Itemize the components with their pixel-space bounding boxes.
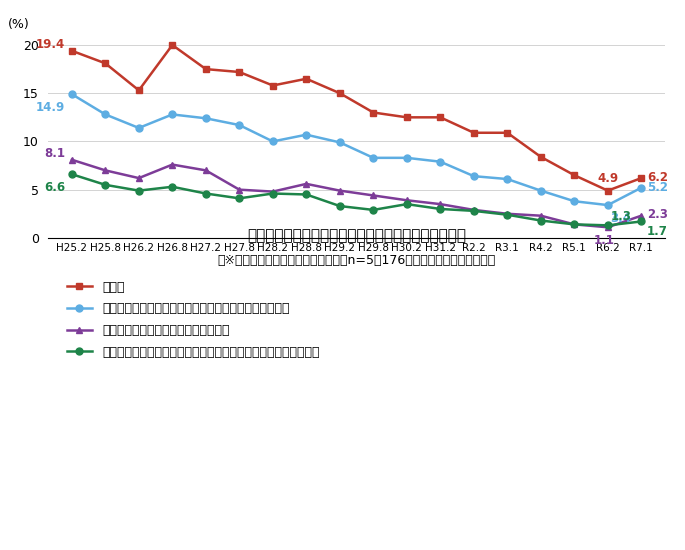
東北全域（青森県、岩手県、宮城県、秋田県、山形県、福島県） — [637, 218, 645, 225]
被災地を中心とした東北　（岩手県、宮城県、福島県） — [269, 138, 277, 145]
Text: 6.2: 6.2 — [647, 171, 668, 184]
福島県 — [135, 87, 143, 94]
Text: 5.2: 5.2 — [647, 180, 668, 194]
Text: 8.1: 8.1 — [44, 147, 65, 160]
被災地を中心とした東北　（岩手県、宮城県、福島県） — [537, 188, 545, 194]
東北全域（青森県、岩手県、宮城県、秋田県、山形県、福島県） — [68, 171, 76, 178]
福島県 — [403, 114, 411, 120]
被災地を中心とした東北　（岩手県、宮城県、福島県） — [201, 115, 210, 122]
被災地を中心とした東北　（岩手県、宮城県、福島県） — [470, 173, 478, 179]
東北全域（青森県、岩手県、宮城県、秋田県、山形県、福島県） — [169, 184, 177, 190]
東北全域（青森県、岩手県、宮城県、秋田県、山形県、福島県） — [336, 203, 344, 210]
福島県 — [235, 69, 243, 75]
福島県 — [201, 66, 210, 73]
Text: 1.3: 1.3 — [610, 210, 632, 223]
北関東　（茨城県、枕木県、群馬県） — [470, 207, 478, 213]
Text: 4.9: 4.9 — [597, 172, 619, 185]
東北全域（青森県、岩手県、宮城県、秋田県、山形県、福島県） — [603, 222, 612, 229]
Line: 被災地を中心とした東北　（岩手県、宮城県、福島県）: 被災地を中心とした東北 （岩手県、宮城県、福島県） — [68, 91, 645, 208]
福島県 — [336, 90, 344, 96]
北関東　（茨城県、枕木県、群馬県） — [101, 167, 110, 174]
北関東　（茨城県、枕木県、群馬県） — [235, 186, 243, 193]
福島県 — [537, 153, 545, 160]
被災地を中心とした東北　（岩手県、宮城県、福島県） — [336, 139, 344, 146]
Text: 2.3: 2.3 — [647, 208, 668, 222]
Line: 北関東　（茨城県、枕木県、群馬県）: 北関東 （茨城県、枕木県、群馬県） — [68, 156, 645, 231]
被災地を中心とした東北　（岩手県、宮城県、福島県） — [637, 184, 645, 191]
東北全域（青森県、岩手県、宮城県、秋田県、山形県、福島県） — [570, 221, 578, 228]
東北全域（青森県、岩手県、宮城県、秋田県、山形県、福島県） — [235, 195, 243, 202]
東北全域（青森県、岩手県、宮城県、秋田県、山形県、福島県） — [269, 190, 277, 197]
北関東　（茨城県、枕木県、群馬県） — [570, 221, 578, 228]
北関東　（茨城県、枕木県、群馬県） — [637, 212, 645, 219]
東北全域（青森県、岩手県、宮城県、秋田県、山形県、福島県） — [436, 206, 445, 212]
東北全域（青森県、岩手県、宮城県、秋田県、山形県、福島県） — [537, 217, 545, 224]
Text: 3.4: 3.4 — [610, 212, 632, 225]
北関東　（茨城県、枕木県、群馬県） — [135, 175, 143, 182]
北関東　（茨城県、枕木県、群馬県） — [503, 211, 512, 217]
東北全域（青森県、岩手県、宮城県、秋田県、山形県、福島県） — [403, 201, 411, 207]
被災地を中心とした東北　（岩手県、宮城県、福島県） — [135, 125, 143, 131]
被災地を中心とした東北　（岩手県、宮城県、福島県） — [235, 122, 243, 128]
Text: 14.9: 14.9 — [36, 101, 65, 114]
東北全域（青森県、岩手県、宮城県、秋田県、山形県、福島県） — [503, 211, 512, 218]
Text: 1.7: 1.7 — [647, 226, 668, 238]
福島県 — [503, 129, 512, 136]
北関東　（茨城県、枕木県、群馬県） — [369, 192, 377, 199]
被災地を中心とした東北　（岩手県、宮城県、福島県） — [101, 111, 110, 118]
被災地を中心とした東北　（岩手県、宮城県、福島県） — [436, 158, 445, 165]
北関東　（茨城県、枕木県、群馬県） — [169, 161, 177, 168]
被災地を中心とした東北　（岩手県、宮城県、福島県） — [302, 131, 310, 138]
北関東　（茨城県、枕木県、群馬県） — [603, 224, 612, 230]
北関東　（茨城県、枕木県、群馬県） — [68, 156, 76, 163]
北関東　（茨城県、枕木県、群馬県） — [403, 197, 411, 204]
Text: 6.6: 6.6 — [44, 181, 65, 194]
東北全域（青森県、岩手県、宮城県、秋田県、山形県、福島県） — [369, 207, 377, 213]
東北全域（青森県、岩手県、宮城県、秋田県、山形県、福島県） — [101, 182, 110, 188]
福島県 — [169, 42, 177, 48]
東北全域（青森県、岩手県、宮城県、秋田県、山形県、福島県） — [135, 188, 143, 194]
福島県 — [269, 82, 277, 89]
福島県 — [369, 109, 377, 116]
北関東　（茨城県、枕木県、群馬県） — [269, 188, 277, 195]
福島県 — [68, 47, 76, 54]
福島県 — [436, 114, 445, 120]
北関東　（茨城県、枕木県、群馬県） — [436, 201, 445, 207]
Text: 19.4: 19.4 — [36, 38, 65, 51]
Text: 図２　放射性物質を理由に購入をためらう食品の産地: 図２ 放射性物質を理由に購入をためらう食品の産地 — [247, 228, 466, 243]
Text: （※グラフ中の値は調査対象者全体（n=5，176人）に対する割合です。）: （※グラフ中の値は調査対象者全体（n=5，176人）に対する割合です。） — [217, 254, 496, 267]
被災地を中心とした東北　（岩手県、宮城県、福島県） — [169, 111, 177, 118]
Text: (%): (%) — [8, 18, 30, 31]
Legend: 福島県, 被災地を中心とした東北　（岩手県、宮城県、福島県）, 北関東　（茨城県、枕木県、群馬県）, 東北全域（青森県、岩手県、宮城県、秋田県、山形県、福島県）: 福島県, 被災地を中心とした東北 （岩手県、宮城県、福島県）, 北関東 （茨城県… — [67, 280, 319, 359]
福島県 — [637, 175, 645, 182]
Text: 1.1: 1.1 — [594, 234, 615, 247]
北関東　（茨城県、枕木県、群馬県） — [336, 188, 344, 194]
福島県 — [470, 129, 478, 136]
東北全域（青森県、岩手県、宮城県、秋田県、山形県、福島県） — [201, 190, 210, 197]
東北全域（青森県、岩手県、宮城県、秋田県、山形県、福島県） — [302, 191, 310, 198]
被災地を中心とした東北　（岩手県、宮城県、福島県） — [369, 155, 377, 161]
被災地を中心とした東北　（岩手県、宮城県、福島県） — [403, 155, 411, 161]
北関東　（茨城県、枕木県、群馬県） — [302, 180, 310, 187]
被災地を中心とした東北　（岩手県、宮城県、福島県） — [68, 91, 76, 97]
福島県 — [101, 60, 110, 67]
福島県 — [302, 75, 310, 82]
北関東　（茨城県、枕木県、群馬県） — [201, 167, 210, 174]
福島県 — [570, 172, 578, 179]
被災地を中心とした東北　（岩手県、宮城県、福島県） — [503, 176, 512, 183]
Line: 東北全域（青森県、岩手県、宮城県、秋田県、山形県、福島県）: 東北全域（青森県、岩手県、宮城県、秋田県、山形県、福島県） — [68, 170, 645, 229]
東北全域（青森県、岩手県、宮城県、秋田県、山形県、福島県） — [470, 207, 478, 214]
北関東　（茨城県、枕木県、群馬県） — [537, 212, 545, 219]
Line: 福島県: 福島県 — [68, 42, 645, 194]
被災地を中心とした東北　（岩手県、宮城県、福島県） — [570, 198, 578, 205]
福島県 — [603, 188, 612, 194]
被災地を中心とした東北　（岩手県、宮城県、福島県） — [603, 202, 612, 208]
